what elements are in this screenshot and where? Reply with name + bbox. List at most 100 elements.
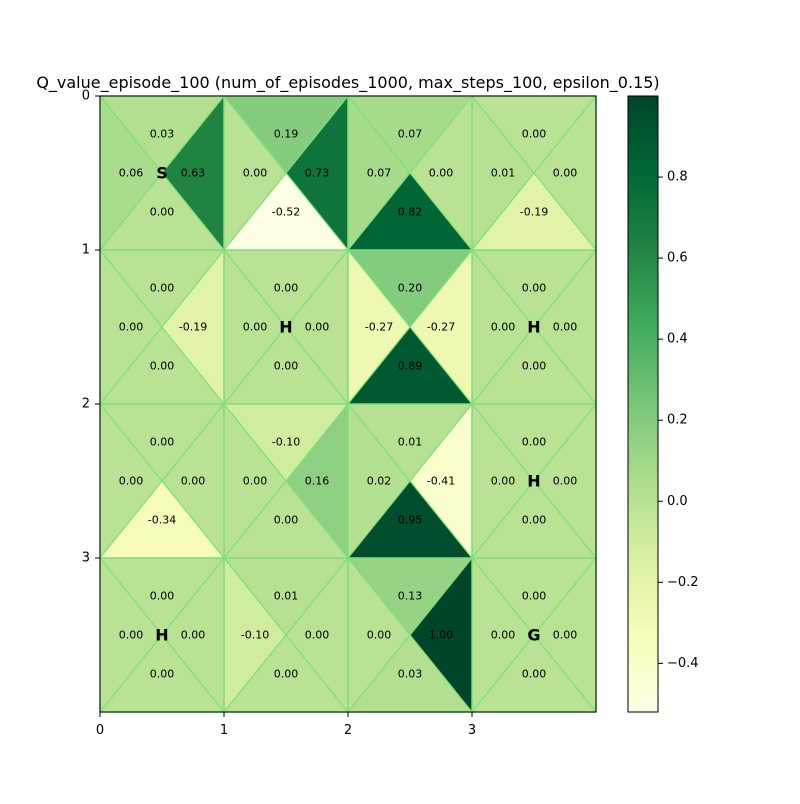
cell-diagonal <box>471 95 597 251</box>
q-triangle-r1-c3-left <box>472 250 534 404</box>
q-triangle-r3-c0-up <box>100 558 224 635</box>
cell-diagonal <box>347 95 473 251</box>
cell-diagonal <box>99 403 225 559</box>
q-triangle-r2-c0-left <box>100 404 162 558</box>
q-value-label-r2-c0-right: 0.00 <box>181 475 206 488</box>
q-value-label-r3-c3-right: 0.00 <box>553 629 578 642</box>
q-triangle-r3-c3-down <box>472 635 596 712</box>
q-triangle-r3-c2-right <box>410 558 472 712</box>
q-value-label-r3-c1-up: 0.01 <box>274 590 299 603</box>
chart-title: Q_value_episode_100 (num_of_episodes_100… <box>36 73 659 93</box>
q-value-label-r0-c2-left: 0.07 <box>367 167 392 180</box>
q-value-label-r1-c0-left: 0.00 <box>119 321 144 334</box>
q-triangle-r0-c3-left <box>472 96 534 250</box>
q-value-label-r0-c3-right: 0.00 <box>553 167 578 180</box>
q-value-label-r3-c1-left: -0.10 <box>241 629 269 642</box>
q-triangle-r2-c1-right <box>286 404 348 558</box>
q-triangles <box>100 96 596 712</box>
cell-diagonal <box>223 95 349 251</box>
q-triangle-r3-c3-up <box>472 558 596 635</box>
q-triangle-r2-c3-right <box>534 404 596 558</box>
q-value-label-r2-c3-down: 0.00 <box>522 514 547 527</box>
q-triangle-r1-c3-right <box>534 250 596 404</box>
grid-lines <box>99 95 597 713</box>
q-triangle-r3-c1-down <box>224 635 348 712</box>
colorbar: 0.8 0.6 0.4 0.2 0.0 −0.2 −0.4 <box>627 95 699 713</box>
q-value-label-r3-c3-up: 0.00 <box>522 590 547 603</box>
q-value-label-r2-c2-down: 0.95 <box>398 514 423 527</box>
q-triangle-r3-c0-right <box>162 558 224 712</box>
q-value-label-r1-c3-up: 0.00 <box>522 282 547 295</box>
q-value-label-r1-c3-right: 0.00 <box>553 321 578 334</box>
q-value-label-r0-c2-right: 0.00 <box>429 167 454 180</box>
q-value-label-r2-c0-down: -0.34 <box>148 514 176 527</box>
q-triangle-r2-c0-right <box>162 404 224 558</box>
x-tick-label: 3 <box>468 723 476 738</box>
cell-diagonal <box>223 557 349 713</box>
q-value-label-r1-c3-down: 0.00 <box>522 360 547 373</box>
q-value-label-r2-c1-down: 0.00 <box>274 514 299 527</box>
q-triangle-r0-c2-down <box>348 173 472 250</box>
q-triangle-r1-c0-left <box>100 250 162 404</box>
q-value-label-r1-c2-right: -0.27 <box>427 321 455 334</box>
q-triangle-r0-c1-up <box>224 96 348 173</box>
q-value-label-r1-c0-down: 0.00 <box>150 360 175 373</box>
q-triangle-r1-c2-left <box>348 250 410 404</box>
q-value-label-r0-c0-left: 0.06 <box>119 167 144 180</box>
q-value-label-r3-c1-down: 0.00 <box>274 668 299 681</box>
q-triangle-r1-c0-down <box>100 327 224 404</box>
q-value-label-r1-c1-right: 0.00 <box>305 321 330 334</box>
q-triangle-r3-c2-up <box>348 558 472 635</box>
q-triangle-r1-c2-right <box>410 250 472 404</box>
q-triangle-r0-c3-up <box>472 96 596 173</box>
q-triangle-r0-c0-down <box>100 173 224 250</box>
q-value-label-r3-c2-up: 0.13 <box>398 590 423 603</box>
q-value-label-r2-c1-right: 0.16 <box>305 475 330 488</box>
q-value-label-r3-c3-down: 0.00 <box>522 668 547 681</box>
q-triangle-r0-c2-up <box>348 96 472 173</box>
q-triangle-r3-c3-left <box>472 558 534 712</box>
plot-area: 0.03 0.00 0.06 0.63 S 0.19 -0.52 0.00 0.73 0.07 0.… <box>99 95 597 713</box>
cell-diagonal <box>99 249 225 405</box>
q-value-label-r1-c1-up: 0.00 <box>274 282 299 295</box>
cell-diagonal <box>347 403 473 559</box>
q-triangle-r1-c0-right <box>162 250 224 404</box>
q-value-label-r0-c3-down: -0.19 <box>520 206 548 219</box>
q-triangle-r0-c1-left <box>224 96 286 250</box>
q-triangle-r2-c3-down <box>472 481 596 558</box>
q-triangle-r2-c2-left <box>348 404 410 558</box>
q-value-label-r0-c1-left: 0.00 <box>243 167 268 180</box>
q-triangle-r3-c1-up <box>224 558 348 635</box>
colorbar-tick-label: 0.4 <box>667 332 688 347</box>
colorbar-tick-label: 0.8 <box>667 170 688 185</box>
colorbar-tick-label: −0.2 <box>667 575 699 590</box>
q-triangle-r1-c1-right <box>286 250 348 404</box>
q-triangle-r1-c3-down <box>472 327 596 404</box>
q-value-label-r1-c1-left: 0.00 <box>243 321 268 334</box>
q-triangle-r1-c1-up <box>224 250 348 327</box>
y-tick-label: 2 <box>82 397 90 412</box>
q-value-label-r0-c3-left: 0.01 <box>491 167 516 180</box>
q-triangle-r3-c2-left <box>348 558 410 712</box>
cell-marker-s: S <box>156 164 168 183</box>
q-triangle-r0-c1-right <box>286 96 348 250</box>
q-value-label-r0-c1-right: 0.73 <box>305 167 330 180</box>
cell-marker-h: H <box>155 626 168 645</box>
colorbar-fill <box>627 95 659 713</box>
q-triangle-r0-c0-right <box>162 96 224 250</box>
q-value-label-r1-c2-up: 0.20 <box>398 282 423 295</box>
q-value-label-r2-c0-up: 0.00 <box>150 436 175 449</box>
q-triangle-r0-c2-right <box>410 96 472 250</box>
q-triangle-r1-c2-up <box>348 250 472 327</box>
q-triangle-r3-c1-left <box>224 558 286 712</box>
q-value-label-r1-c1-down: 0.00 <box>274 360 299 373</box>
q-value-label-r2-c1-left: 0.00 <box>243 475 268 488</box>
y-tick-label: 0 <box>82 89 90 104</box>
colorbar-tick-label: −0.4 <box>667 656 699 671</box>
q-value-label-r3-c2-left: 0.00 <box>367 629 392 642</box>
q-value-label-r0-c0-up: 0.03 <box>150 128 175 141</box>
cell-diagonal <box>223 403 349 559</box>
q-triangle-r0-c2-left <box>348 96 410 250</box>
